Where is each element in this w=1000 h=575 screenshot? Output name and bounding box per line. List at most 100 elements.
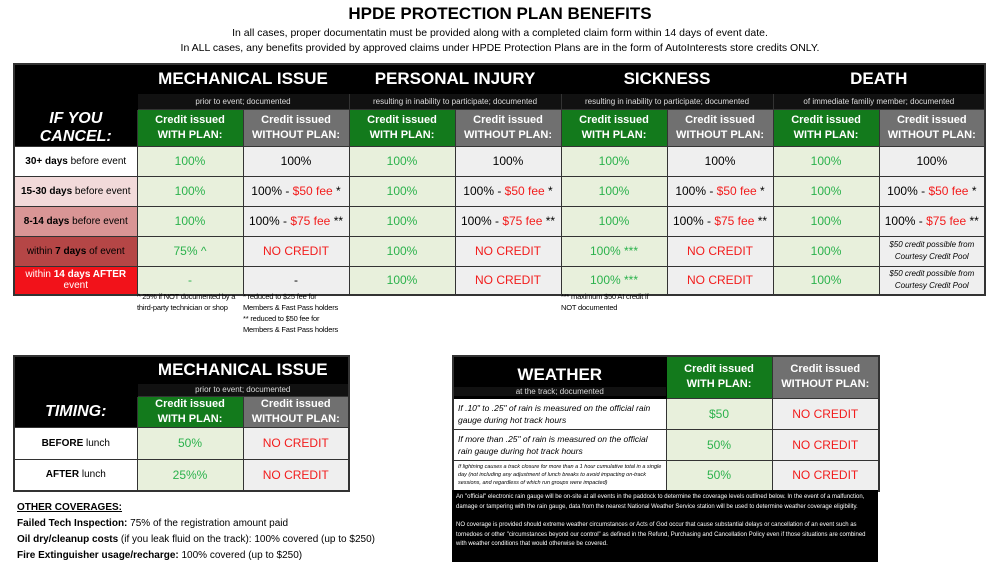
cell-without-plan: NO CREDIT (242, 458, 350, 492)
other-coverages: OTHER COVERAGES: Failed Tech Inspection:… (17, 500, 375, 564)
table-cell: 100% - $50 fee * (666, 175, 774, 207)
category-title-mechanical-issue: MECHANICAL ISSUE (136, 63, 350, 94)
table-cell: 100% (348, 145, 456, 177)
table-cell: $50 credit possible from Courtesy Credit… (878, 265, 986, 296)
table-cell: 100% - $50 fee * (454, 175, 562, 207)
timing-label: TIMING: (13, 395, 138, 428)
note-sickness: *** maximum $50 AI credit if NOT documen… (561, 292, 649, 312)
table-cell: 100% (772, 205, 880, 237)
table-cell: 100% (136, 175, 244, 207)
table-cell: 100% (348, 205, 456, 237)
category-title-personal-injury: PERSONAL INJURY (348, 63, 562, 94)
timing-title: MECHANICAL ISSUE (136, 355, 350, 384)
weather-subtitle: at the track; documented (454, 386, 665, 396)
with-plan-header: Credit issued WITH PLAN: (348, 108, 456, 147)
table-cell: 100% (348, 235, 456, 267)
table-cell: 100% - $50 fee * (878, 175, 986, 207)
without-plan-header: Credit issued WITHOUT PLAN: (454, 108, 562, 147)
table-cell: 100% - $75 fee ** (242, 205, 350, 237)
corner (13, 63, 138, 110)
table-cell: 100% (454, 145, 562, 177)
timing-subtitle: prior to event; documented (136, 382, 350, 397)
table-cell: - (242, 265, 350, 296)
cell-without-plan: NO CREDIT (771, 459, 880, 492)
table-cell: 100% - $75 fee ** (666, 205, 774, 237)
table-cell: $50 credit possible from Courtesy Credit… (878, 235, 986, 267)
cell-without-plan: NO CREDIT (771, 428, 880, 461)
category-title-death: DEATH (772, 63, 986, 94)
category-subtitle-death: of immediate familiy member; documented (772, 92, 986, 110)
without-plan-header: Credit issued WITHOUT PLAN: (242, 395, 350, 428)
table-cell: 100% *** (560, 235, 668, 267)
table-cell: 100% (772, 145, 880, 177)
table-cell: 100% (666, 145, 774, 177)
weather-title: WEATHER (517, 364, 603, 384)
coverage-item: Oil dry/cleanup costs (if you leak fluid… (17, 534, 375, 545)
table-cell: NO CREDIT (454, 235, 562, 267)
table-cell: 100% (560, 205, 668, 237)
weather-note-exclusions: NO coverage is provided should extreme w… (456, 522, 866, 547)
table-cell: 100% (136, 145, 244, 177)
table-cell: 100% (560, 145, 668, 177)
cell-with-plan: 50% (665, 459, 773, 492)
table-cell: 100% *** (560, 265, 668, 296)
with-plan-header: Credit issued WITH PLAN: (136, 108, 244, 147)
cancellation-table: MECHANICAL ISSUE PERSONAL INJURY SICKNESS D… (13, 63, 987, 296)
without-plan-header: Credit issued WITHOUT PLAN: (771, 355, 880, 399)
weather-condition: If .10" to .25" of rain is measured on t… (452, 397, 667, 430)
with-plan-header: Credit issued WITH PLAN: (665, 355, 773, 399)
table-cell: NO CREDIT (454, 265, 562, 296)
row-label: 8-14 days before event (13, 205, 138, 237)
weather-condition: If more than .25" of rain is measured on… (452, 428, 667, 461)
other-coverages-heading: OTHER COVERAGES: (17, 502, 123, 513)
without-plan-header: Credit issued WITHOUT PLAN: (242, 108, 350, 147)
table-cell: 100% (772, 235, 880, 267)
with-plan-header: Credit issued WITH PLAN: (560, 108, 668, 147)
category-title-sickness: SICKNESS (560, 63, 774, 94)
weather-header: WEATHER at the track; documented (452, 355, 667, 399)
category-subtitle-sickness: resulting in inability to participate; d… (560, 92, 774, 110)
table-cell: - (136, 265, 244, 296)
weather-condition: If lightning causes a track closure for … (452, 459, 667, 492)
category-subtitle-personal-injury: resulting in inability to participate; d… (348, 92, 562, 110)
coverage-item: Failed Tech Inspection: 75% of the regis… (17, 518, 289, 529)
note-fees: * reduced to $25 fee for Members & Fast … (243, 291, 343, 335)
cell-with-plan: 50% (136, 426, 244, 460)
table-cell: 100% - $75 fee ** (878, 205, 986, 237)
cell-with-plan: 25%% (136, 458, 244, 492)
note-fee-75: ** reduced to $50 fee for Members & Fast… (243, 314, 339, 334)
category-subtitle-mechanical-issue: prior to event; documented (136, 92, 350, 110)
row-label: within 7 days of event (13, 235, 138, 267)
intro-line-2: In ALL cases, any benefits provided by a… (180, 42, 820, 54)
coverage-item: Fire Extinguisher usage/recharge: 100% c… (17, 550, 303, 561)
if-you-cancel-label: IF YOU CANCEL: (13, 108, 138, 147)
row-label-before-lunch: BEFORE lunch (13, 426, 138, 460)
page-title: HPDE PROTECTION PLAN BENEFITS (348, 4, 652, 23)
intro-line-1: In all cases, proper documentatin must b… (232, 27, 768, 39)
weather-note-gauge: An "official" electronic rain gauge will… (456, 494, 865, 510)
without-plan-header: Credit issued WITHOUT PLAN: (878, 108, 986, 147)
table-cell: 100% (772, 265, 880, 296)
row-label: within 14 days AFTER event (13, 265, 138, 296)
row-label: 15-30 days before event (13, 175, 138, 207)
table-cell: 100% (348, 265, 456, 296)
timing-table: MECHANICAL ISSUE prior to event; documen… (13, 355, 351, 492)
table-cell: NO CREDIT (666, 265, 774, 296)
table-cell: NO CREDIT (242, 235, 350, 267)
table-cell: 100% (878, 145, 986, 177)
table-cell: 100% - $50 fee * (242, 175, 350, 207)
row-label: 30+ days before event (13, 145, 138, 177)
table-cell: 100% (136, 205, 244, 237)
with-plan-header: Credit issued WITH PLAN: (136, 395, 244, 428)
table-cell: NO CREDIT (666, 235, 774, 267)
with-plan-header: Credit issued WITH PLAN: (772, 108, 880, 147)
table-cell: 100% - $75 fee ** (454, 205, 562, 237)
table-cell: 75% ^ (136, 235, 244, 267)
note-fee-50: * reduced to $25 fee for Members & Fast … (243, 292, 339, 312)
without-plan-header: Credit issued WITHOUT PLAN: (666, 108, 774, 147)
weather-notes: An "official" electronic rain gauge will… (452, 490, 878, 562)
table-cell: 100% (560, 175, 668, 207)
row-label-after-lunch: AFTER lunch (13, 458, 138, 492)
weather-table: WEATHER at the track; documented Credit i… (452, 355, 880, 492)
table-cell: 100% (242, 145, 350, 177)
